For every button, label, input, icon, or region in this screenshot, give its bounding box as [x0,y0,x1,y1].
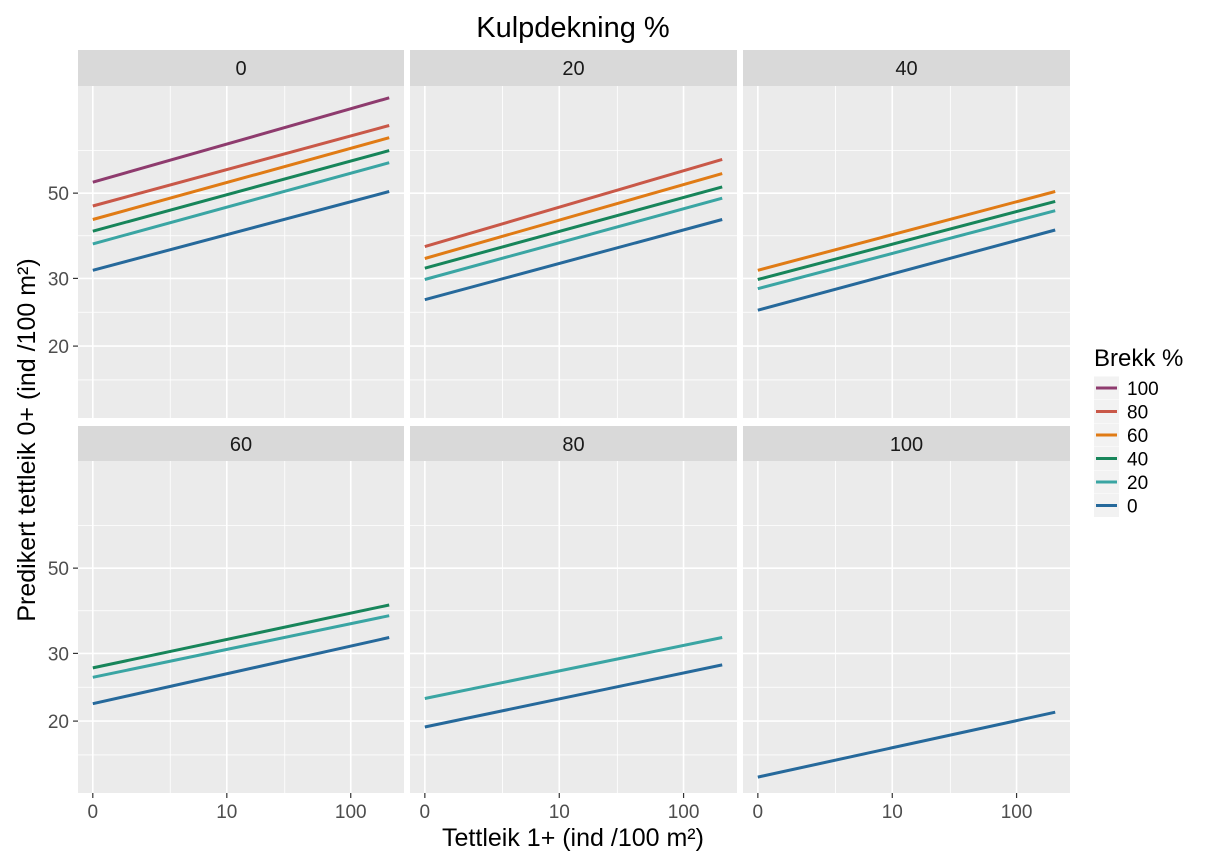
y-axis-title: Predikert tettleik 0+ (ind /100 m²) [13,258,41,621]
panel-background [410,461,737,793]
series-line-brekk-0 [92,636,390,706]
series-line-brekk-20 [92,614,390,679]
facet-panel-100: 100 [743,426,1070,793]
x-tick-label: 0 [420,802,431,823]
facet-panel-40: 40 [743,50,1070,418]
x-tick-label: 100 [335,802,367,823]
legend-item-20: 20 [1094,470,1148,494]
y-tick-label: 50 [48,559,69,580]
series-line-brekk-0 [92,190,390,272]
series-line-brekk-20 [92,161,390,246]
series-line-brekk-20 [424,196,723,281]
series-line-brekk-0 [424,218,723,302]
x-tick-label: 100 [1001,802,1033,823]
y-tick-label: 20 [48,712,69,733]
x-tick-label: 10 [549,802,570,823]
panel-background [743,461,1070,793]
facet-strip [410,50,737,86]
legend-item-60: 60 [1094,423,1148,447]
series-line-brekk-20 [424,636,723,700]
y-tick-label: 20 [48,337,69,358]
series-line-brekk-40 [92,603,390,670]
x-axes: 0 10 100 0 10 100 0 10 100 [88,793,1033,823]
series-line-brekk-60 [757,190,1056,272]
facet-panels: 0 20 40 60 80 100 [78,50,1070,793]
y-tick-label: 30 [48,644,69,665]
facet-strip [410,426,737,461]
facet-panel-80: 80 [410,426,737,793]
facet-panel-0: 0 [78,50,404,418]
y-tick-label: 30 [48,269,69,290]
y-tick-label: 50 [48,184,69,205]
facet-strip [743,50,1070,86]
legend-label: 60 [1127,426,1148,447]
facet-strip-label: 100 [890,434,923,456]
x-tick-label: 0 [753,802,764,823]
panel-background [410,86,737,418]
y-axes: 20 30 50 20 30 50 [48,184,78,733]
legend-title: Brekk % [1094,345,1183,372]
x-axis-title: Tettleik 1+ (ind /100 m²) [442,824,704,852]
facet-strip-label: 0 [235,58,246,80]
legend-item-40: 40 [1094,447,1148,471]
series-line-brekk-60 [92,136,390,221]
facet-strip [78,426,404,461]
legend-item-80: 80 [1094,400,1148,424]
legend-label: 100 [1127,379,1159,400]
series-line-brekk-40 [757,199,1056,281]
series-line-brekk-20 [757,209,1056,291]
facet-strip [743,426,1070,461]
panel-background [743,86,1070,418]
x-tick-label: 0 [88,802,99,823]
facet-strip-label: 40 [895,58,917,80]
facet-strip [78,50,404,86]
facet-strip-label: 20 [562,58,584,80]
legend-label: 0 [1127,497,1138,518]
series-line-brekk-0 [757,228,1056,312]
series-line-brekk-40 [92,149,390,233]
facet-strip-label: 80 [562,434,584,456]
series-line-brekk-80 [424,157,723,249]
series-line-brekk-100 [92,96,390,184]
legend-label: 80 [1127,403,1148,424]
facet-panel-60: 60 [78,426,404,793]
legend-item-0: 0 [1094,494,1138,518]
facet-strip-label: 60 [230,434,252,456]
panel-background [78,461,404,793]
x-tick-label: 10 [882,802,903,823]
legend-label: 40 [1127,450,1148,471]
series-line-brekk-40 [424,185,723,270]
series-line-brekk-80 [92,124,390,208]
chart-title: Kulpdekning % [476,12,669,44]
legend-label: 20 [1127,473,1148,494]
x-tick-label: 10 [216,802,237,823]
series-line-brekk-0 [757,710,1056,779]
series-line-brekk-60 [424,172,723,260]
series-line-brekk-0 [424,663,723,729]
legend-item-100: 100 [1094,376,1159,400]
x-tick-label: 100 [668,802,700,823]
facet-panel-20: 20 [410,50,737,418]
